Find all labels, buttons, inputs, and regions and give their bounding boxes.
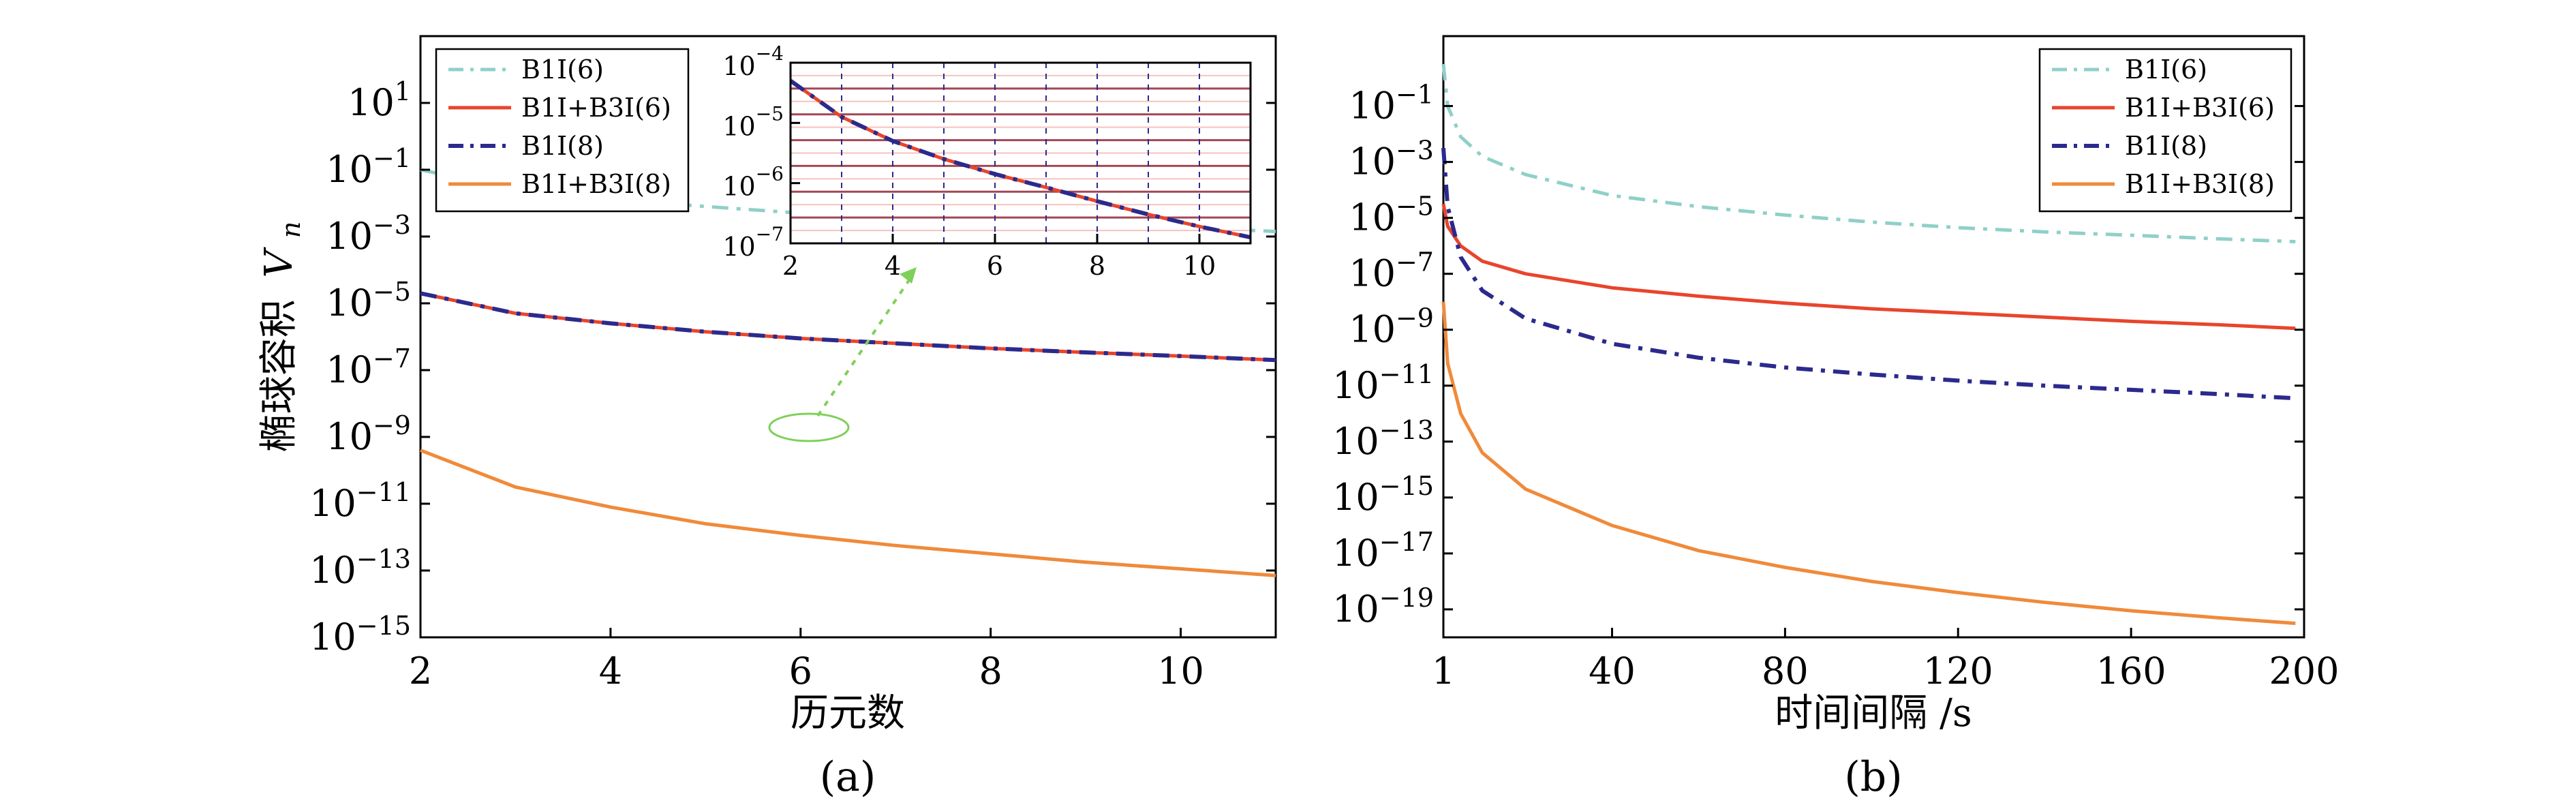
y-tick-label: 10−7 — [722, 223, 784, 262]
y-tick-label: 10−15 — [309, 611, 411, 658]
inset-series — [789, 79, 1251, 240]
panel-b-plot-frame — [1442, 35, 2305, 639]
y-tick-label: 10−3 — [326, 210, 411, 258]
zoom-arrowhead — [900, 267, 917, 284]
legend-label: B1I+B3I(8) — [2125, 169, 2275, 199]
y-tick-label: 10−7 — [326, 344, 411, 391]
y-label-var: V — [257, 246, 301, 277]
x-tick-label: 80 — [1762, 650, 1809, 693]
x-tick-label: 40 — [1589, 650, 1636, 693]
legend-label: B1I+B3I(8) — [521, 169, 671, 199]
x-tick-label: 4 — [599, 650, 622, 693]
panel-a-x-axis-label: 历元数 — [791, 691, 905, 735]
x-tick-label: 200 — [2269, 650, 2339, 693]
legend-label: B1I+B3I(6) — [2125, 93, 2275, 123]
x-tick-label: 10 — [1183, 251, 1216, 281]
y-tick-label: 10−3 — [1349, 136, 1434, 183]
y-tick-label: 10−15 — [1332, 471, 1434, 519]
inset-y-ticks: 10−4 10−5 10−6 10−7 — [722, 42, 800, 262]
svg-text:椭球容积 V n: 椭球容积 V n — [257, 222, 306, 453]
x-tick-label: 2 — [409, 650, 432, 693]
series-line-b1i-b3i-8- — [420, 449, 1276, 577]
y-tick-label: 10−5 — [1349, 192, 1434, 239]
series-line-b1i-b3i-6- — [1441, 203, 2296, 331]
x-tick-label: 120 — [1923, 650, 1993, 693]
panel-b-x-axis-label: 时间间隔 /s — [1775, 691, 1972, 735]
y-tick-label: 101 — [348, 76, 411, 124]
panel-a-y-axis-label: 椭球容积 V n — [257, 222, 306, 453]
series-line-b1i-b3i-8- — [1441, 301, 2296, 625]
legend-label: B1I+B3I(6) — [521, 93, 671, 123]
y-tick-label: 10−1 — [1349, 80, 1434, 127]
x-tick-label: 6 — [987, 251, 1003, 281]
y-tick-label: 10−19 — [1332, 583, 1434, 631]
series-line-b1i-8- — [420, 291, 1276, 363]
series-line-b1i-b3i-6- — [420, 291, 1276, 362]
y-tick-label: 10−5 — [722, 102, 784, 141]
x-tick-label: 2 — [782, 251, 799, 281]
panel-a-y-ticks: 101 10−1 10−3 10−5 10−7 10−9 10−11 10−13 10−15 — [309, 76, 1276, 658]
y-tick-label: 10−9 — [1349, 303, 1434, 351]
panel-b-series — [1441, 63, 2296, 625]
legend-label: B1I(6) — [2125, 55, 2207, 85]
x-tick-label: 8 — [979, 650, 1002, 693]
series-line-b1i-6- — [1441, 63, 2296, 243]
legend-label: B1I(8) — [521, 131, 604, 161]
panel-a-plot-frame — [419, 35, 1277, 639]
panel-b-caption: (b) — [1844, 753, 1902, 801]
y-tick-label: 10−5 — [326, 277, 411, 324]
y-tick-label: 10−6 — [722, 163, 784, 202]
y-tick-label: 10−4 — [722, 42, 784, 81]
panel-b-legend: B1I(6) B1I+B3I(6) B1I(8) B1I+B3I(8) — [2038, 48, 2293, 213]
x-tick-label: 1 — [1432, 650, 1455, 693]
legend-label: B1I(8) — [2125, 131, 2207, 161]
y-tick-label: 10−11 — [1332, 359, 1434, 407]
y-tick-label: 10−9 — [326, 410, 411, 458]
panel-a: 2 4 6 8 10 101 10−1 10−3 10−5 10−7 10−9 10−11 10−13… — [257, 35, 1277, 801]
panel-a-inset: 2 4 6 8 10 10−4 10−5 10−6 10−7 — [722, 42, 1252, 281]
zoom-highlight-ellipse — [768, 412, 850, 442]
inset-frame — [789, 61, 1252, 245]
panel-b-x-ticks: 1 40 80 120 160 200 — [1432, 628, 2340, 693]
zoom-arrow — [816, 277, 912, 417]
y-label-sub: n — [276, 222, 306, 238]
series-line-b1i-8- — [1441, 147, 2296, 401]
panel-a-caption: (a) — [820, 753, 876, 801]
x-tick-label: 6 — [789, 650, 812, 693]
y-tick-label: 10−11 — [309, 477, 411, 525]
y-tick-label: 10−13 — [309, 544, 411, 592]
y-tick-label: 10−1 — [326, 143, 411, 191]
y-tick-label: 10−13 — [1332, 415, 1434, 463]
inset-grid — [791, 63, 1251, 245]
series-line-b1i-8- — [789, 79, 1251, 240]
y-tick-label: 10−17 — [1332, 527, 1434, 575]
legend-label: B1I(6) — [521, 55, 604, 85]
panel-a-legend: B1I(6) B1I+B3I(6) B1I(8) B1I+B3I(8) — [435, 48, 690, 213]
x-tick-label: 10 — [1157, 650, 1204, 693]
x-tick-label: 4 — [885, 251, 901, 281]
x-tick-label: 160 — [2096, 650, 2166, 693]
y-label-main: 椭球容积 — [257, 299, 301, 452]
x-tick-label: 8 — [1089, 251, 1105, 281]
panel-a-x-ticks: 2 4 6 8 10 — [409, 628, 1204, 693]
inset-x-ticks: 2 4 6 8 10 — [782, 234, 1216, 281]
panel-b-y-ticks: 10−1 10−3 10−5 10−7 10−9 10−11 10−13 10−15 10−17… — [1332, 80, 2304, 631]
y-tick-label: 10−7 — [1349, 247, 1434, 295]
panel-b: 1 40 80 120 160 200 10−1 10−3 10−5 10−7 10−9 10−11… — [1332, 35, 2340, 801]
